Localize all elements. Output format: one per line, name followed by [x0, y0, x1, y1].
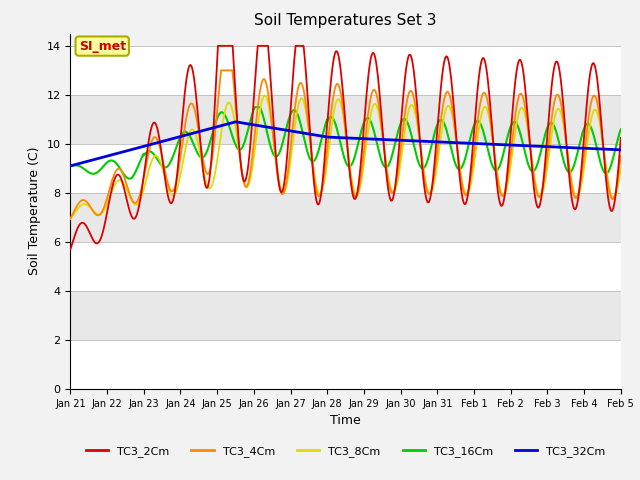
- Text: SI_met: SI_met: [79, 39, 126, 53]
- Bar: [70, 46, 621, 95]
- Y-axis label: Soil Temperature (C): Soil Temperature (C): [28, 147, 41, 276]
- Bar: [70, 193, 621, 242]
- Bar: [70, 242, 621, 291]
- Bar: [70, 340, 621, 389]
- Bar: [70, 95, 621, 144]
- X-axis label: Time: Time: [330, 414, 361, 427]
- Bar: [70, 291, 621, 340]
- Legend: TC3_2Cm, TC3_4Cm, TC3_8Cm, TC3_16Cm, TC3_32Cm: TC3_2Cm, TC3_4Cm, TC3_8Cm, TC3_16Cm, TC3…: [81, 442, 610, 461]
- Bar: [70, 144, 621, 193]
- Title: Soil Temperatures Set 3: Soil Temperatures Set 3: [254, 13, 437, 28]
